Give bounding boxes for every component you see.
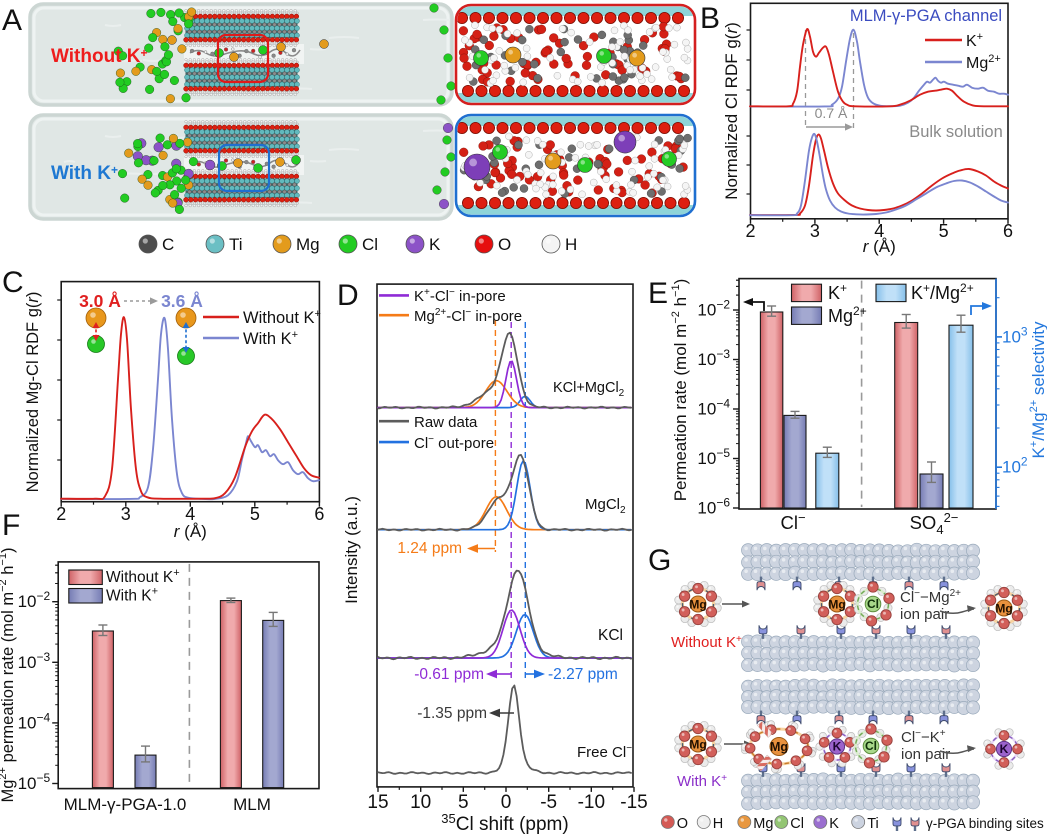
svg-text:-2.27 ppm: -2.27 ppm bbox=[548, 666, 618, 683]
svg-text:C: C bbox=[162, 235, 174, 254]
svg-text:3: 3 bbox=[810, 221, 820, 241]
svg-text:G: G bbox=[648, 544, 671, 577]
svg-text:Cl: Cl bbox=[362, 235, 378, 254]
svg-text:With K+: With K+ bbox=[106, 586, 158, 605]
svg-text:Without K+: Without K+ bbox=[243, 308, 321, 327]
svg-text:Mg2+ permeation rate (mol m−2: Mg2+ permeation rate (mol m−2 h−1) bbox=[0, 548, 17, 803]
svg-text:Permeation rate (mol m−2 h−1): Permeation rate (mol m−2 h−1) bbox=[670, 279, 690, 502]
svg-text:Without K+: Without K+ bbox=[671, 634, 742, 651]
svg-text:Mg: Mg bbox=[995, 601, 1012, 615]
svg-text:Mg: Mg bbox=[770, 740, 788, 754]
svg-text:4: 4 bbox=[874, 221, 884, 241]
svg-text:E: E bbox=[648, 277, 668, 310]
svg-text:Ti: Ti bbox=[229, 235, 243, 254]
svg-text:Mg: Mg bbox=[689, 737, 706, 751]
svg-text:MLM-γ-PGA-1.0: MLM-γ-PGA-1.0 bbox=[64, 795, 187, 814]
svg-text:35Cl shift (ppm): 35Cl shift (ppm) bbox=[441, 811, 568, 834]
svg-text:KCl+MgCl2: KCl+MgCl2 bbox=[553, 380, 625, 399]
svg-text:4: 4 bbox=[185, 504, 195, 524]
svg-text:K: K bbox=[429, 235, 441, 254]
svg-text:-10: -10 bbox=[578, 792, 605, 813]
svg-text:3.6 Å: 3.6 Å bbox=[161, 291, 203, 311]
svg-text:F: F bbox=[2, 509, 20, 542]
svg-text:2: 2 bbox=[745, 221, 755, 241]
svg-text:Normalized Cl RDF g(r): Normalized Cl RDF g(r) bbox=[722, 22, 741, 200]
svg-text:5: 5 bbox=[250, 504, 260, 524]
svg-text:3.0 Å: 3.0 Å bbox=[79, 291, 121, 311]
svg-text:0.7 Å: 0.7 Å bbox=[815, 105, 848, 121]
svg-text:D: D bbox=[337, 279, 359, 312]
svg-text:Without K+: Without K+ bbox=[106, 567, 180, 586]
svg-text:Cl: Cl bbox=[865, 739, 877, 753]
svg-text:5: 5 bbox=[458, 792, 469, 813]
svg-text:2: 2 bbox=[56, 504, 66, 524]
svg-text:MgCl2: MgCl2 bbox=[585, 496, 626, 516]
svg-text:Bulk solution: Bulk solution bbox=[909, 123, 1003, 141]
svg-text:K: K bbox=[1000, 742, 1009, 756]
svg-text:K: K bbox=[833, 740, 842, 754]
svg-text:K: K bbox=[829, 816, 839, 832]
svg-text:A: A bbox=[2, 4, 22, 37]
svg-text:Mg: Mg bbox=[689, 597, 706, 611]
svg-text:With K+: With K+ bbox=[677, 773, 727, 790]
svg-text:H: H bbox=[565, 235, 577, 254]
svg-text:0: 0 bbox=[501, 792, 512, 813]
svg-text:Ti: Ti bbox=[867, 816, 879, 832]
svg-text:Cl− out-pore: Cl− out-pore bbox=[414, 434, 494, 452]
svg-text:γ-PGA binding sites: γ-PGA binding sites bbox=[926, 816, 1044, 831]
svg-text:Intensity (a.u.): Intensity (a.u.) bbox=[342, 496, 361, 604]
svg-text:-1.35 ppm: -1.35 ppm bbox=[417, 705, 487, 722]
svg-text:Cl−−K+: Cl−−K+ bbox=[901, 728, 946, 746]
svg-text:MLM: MLM bbox=[233, 795, 271, 814]
svg-text:ion pair: ion pair bbox=[900, 606, 949, 623]
svg-text:10: 10 bbox=[410, 792, 431, 813]
svg-text:15: 15 bbox=[367, 792, 388, 813]
svg-text:6: 6 bbox=[1003, 221, 1013, 241]
svg-text:Raw data: Raw data bbox=[414, 414, 478, 431]
svg-text:-15: -15 bbox=[620, 792, 647, 813]
svg-text:K+-Cl− in-pore: K+-Cl− in-pore bbox=[414, 287, 506, 305]
svg-text:Normalized Mg-Cl RDF g(r): Normalized Mg-Cl RDF g(r) bbox=[24, 292, 42, 493]
svg-text:Mg: Mg bbox=[296, 235, 320, 254]
svg-text:K+/Mg2+ selectivity: K+/Mg2+ selectivity bbox=[1028, 321, 1047, 459]
svg-text:H: H bbox=[713, 816, 723, 832]
svg-text:Mg: Mg bbox=[828, 597, 845, 611]
svg-text:ion pair: ion pair bbox=[901, 746, 950, 763]
svg-text:1.24 ppm: 1.24 ppm bbox=[397, 540, 462, 557]
svg-text:Mg: Mg bbox=[753, 816, 773, 832]
svg-text:Cl: Cl bbox=[790, 816, 804, 832]
svg-text:O: O bbox=[498, 235, 511, 254]
svg-text:Cl: Cl bbox=[867, 597, 879, 611]
svg-text:r (Å): r (Å) bbox=[863, 237, 896, 256]
svg-text:-0.61 ppm: -0.61 ppm bbox=[414, 666, 484, 683]
svg-text:C: C bbox=[2, 266, 24, 299]
svg-text:B: B bbox=[700, 2, 720, 35]
svg-text:MLM-γ-PGA channel: MLM-γ-PGA channel bbox=[850, 7, 1002, 25]
svg-text:With K+: With K+ bbox=[243, 329, 298, 348]
svg-text:r (Å): r (Å) bbox=[174, 522, 207, 541]
svg-text:Without K+: Without K+ bbox=[51, 46, 148, 67]
svg-text:-5: -5 bbox=[540, 792, 557, 813]
svg-text:3: 3 bbox=[121, 504, 131, 524]
svg-text:O: O bbox=[677, 816, 688, 832]
svg-text:6: 6 bbox=[314, 504, 324, 524]
svg-text:With K+: With K+ bbox=[51, 163, 118, 184]
svg-text:KCl: KCl bbox=[598, 627, 623, 644]
svg-text:Free Cl−: Free Cl− bbox=[577, 743, 632, 761]
svg-text:5: 5 bbox=[939, 221, 949, 241]
